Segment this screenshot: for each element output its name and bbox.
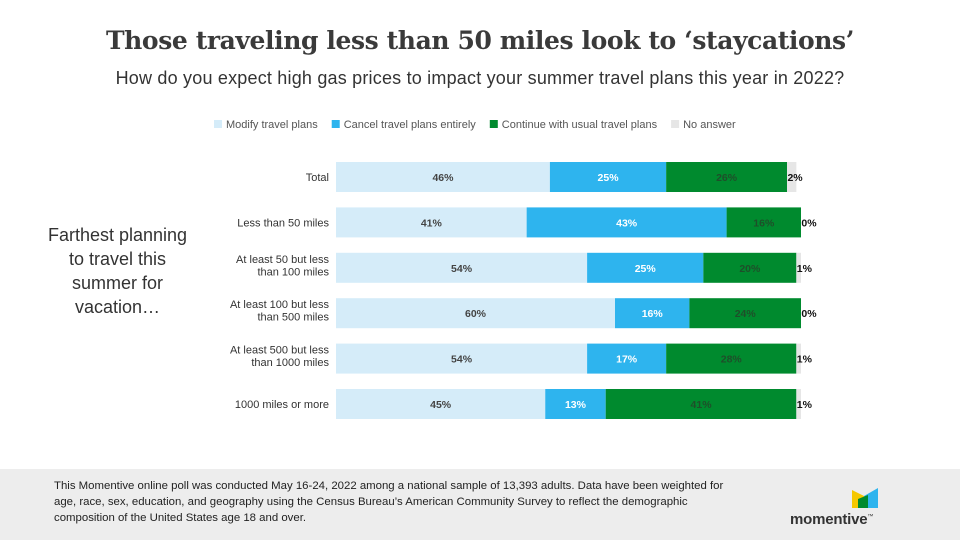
bar-segment [666, 162, 788, 192]
legend-swatch-1 [331, 120, 340, 128]
data-label: 43% [616, 217, 638, 229]
data-label: 13% [565, 399, 587, 411]
momentive-logo: momentive™ [790, 488, 900, 532]
data-label: 17% [616, 354, 638, 366]
bar-segment [796, 343, 801, 374]
bar-segment [605, 389, 797, 419]
category-label: than 500 miles [257, 312, 329, 324]
data-label: 0% [801, 217, 817, 229]
bar-segment [703, 252, 797, 283]
data-label: 1% [797, 399, 813, 411]
bar-segment [615, 298, 690, 329]
legend-swatch-2 [489, 120, 498, 128]
data-label: 24% [735, 308, 757, 320]
bar-segment [689, 298, 801, 329]
category-label: At least 50 but less [236, 254, 329, 266]
category-label: Total [306, 172, 329, 184]
data-label: 54% [451, 263, 473, 275]
bar-segment [336, 252, 588, 283]
legend-label-1: Cancel travel plans entirely [344, 119, 477, 131]
data-label: 16% [642, 308, 664, 320]
footer: This Momentive online poll was conducted… [0, 469, 960, 540]
data-label: 28% [721, 354, 743, 366]
bar-segment [796, 389, 801, 419]
momentive-logo-icon [852, 488, 878, 508]
bar-segment [336, 343, 588, 374]
category-label: than 100 miles [257, 266, 329, 278]
data-label: 2% [787, 172, 803, 184]
bar-segment [526, 207, 727, 238]
row-group-label: Farthest planning to travel this summer … [47, 225, 188, 317]
data-label: 20% [739, 263, 761, 275]
category-label: Less than 50 miles [237, 217, 329, 229]
category-label: At least 100 but less [230, 299, 330, 311]
bar-segment [726, 207, 801, 238]
bar-segment [336, 207, 527, 238]
legend-label-0: Modify travel plans [226, 119, 318, 131]
bar-segment [796, 252, 801, 283]
page-subtitle: How do you expect high gas prices to imp… [115, 68, 845, 88]
data-label: 54% [451, 354, 473, 366]
data-label: 25% [635, 263, 657, 275]
data-label: 60% [465, 308, 487, 320]
page-title: Those traveling less than 50 miles look … [105, 26, 855, 55]
data-label: 0% [801, 308, 817, 320]
bar-segment [545, 389, 606, 419]
legend-label-3: No answer [683, 119, 736, 131]
category-label: At least 500 but less [230, 345, 330, 357]
stacked-bar-chart: Modify travel plans Cancel travel plans e… [214, 119, 817, 419]
bar-segment [666, 343, 797, 374]
category-label: than 1000 miles [251, 357, 329, 369]
legend-swatch-0 [214, 120, 222, 128]
data-label: 26% [716, 172, 738, 184]
data-label: 46% [432, 172, 454, 184]
data-label: 41% [421, 217, 443, 229]
momentive-wordmark: momentive™ [790, 511, 874, 528]
data-label: 25% [598, 172, 620, 184]
bar-segment [587, 343, 667, 374]
bar-segment [336, 389, 546, 419]
bar-segment [549, 162, 667, 192]
bar-segment [787, 162, 797, 192]
legend-swatch-3 [671, 120, 680, 128]
data-label: 1% [797, 354, 813, 366]
data-label: 1% [797, 263, 813, 275]
bar-segment [336, 162, 550, 192]
data-label: 16% [753, 217, 775, 229]
footnote: This Momentive online poll was conducted… [54, 480, 724, 524]
data-label: 41% [691, 399, 713, 411]
category-label: 1000 miles or more [235, 399, 329, 411]
data-label: 45% [430, 399, 452, 411]
bar-segment [587, 252, 704, 283]
bar-segment [336, 298, 615, 329]
legend-label-2: Continue with usual travel plans [502, 119, 658, 131]
